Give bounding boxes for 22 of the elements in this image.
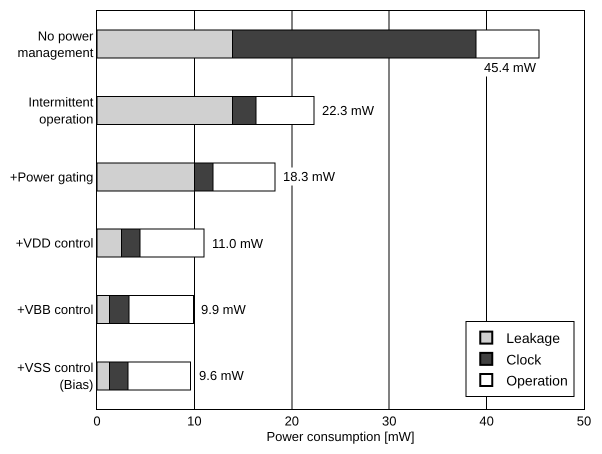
y-tick-label: +VBB control — [17, 302, 94, 318]
y-tick-label: +Power gating — [10, 169, 94, 184]
legend-label: Operation — [506, 372, 568, 389]
x-tick-label: 50 — [576, 414, 592, 429]
y-tick-label: +VSS control (Bias) — [17, 360, 94, 392]
legend-label: Clock — [506, 351, 542, 368]
y-tick-label: +VDD control — [16, 236, 94, 251]
x-tick-label: 0 — [93, 414, 101, 429]
total-label: 9.6 mW — [199, 368, 245, 383]
total-label: 45.4 mW — [484, 60, 537, 75]
x-tick-label: 10 — [187, 414, 202, 429]
y-tick-label: No power management — [18, 28, 94, 60]
total-label: 11.0 mW — [212, 236, 264, 251]
x-tick-label: 40 — [479, 414, 494, 429]
total-label: 18.3 mW — [283, 169, 336, 184]
x-tick-label: 30 — [382, 414, 396, 429]
total-label: 22.3 mW — [322, 103, 375, 118]
total-label: 9.9 mW — [201, 302, 247, 317]
legend-label: Leakage — [506, 330, 560, 346]
x-axis-title: Power consumption [mW] — [266, 429, 415, 444]
x-tick-label: 20 — [284, 414, 300, 429]
y-tick-label: Intermittent operation — [28, 94, 94, 126]
